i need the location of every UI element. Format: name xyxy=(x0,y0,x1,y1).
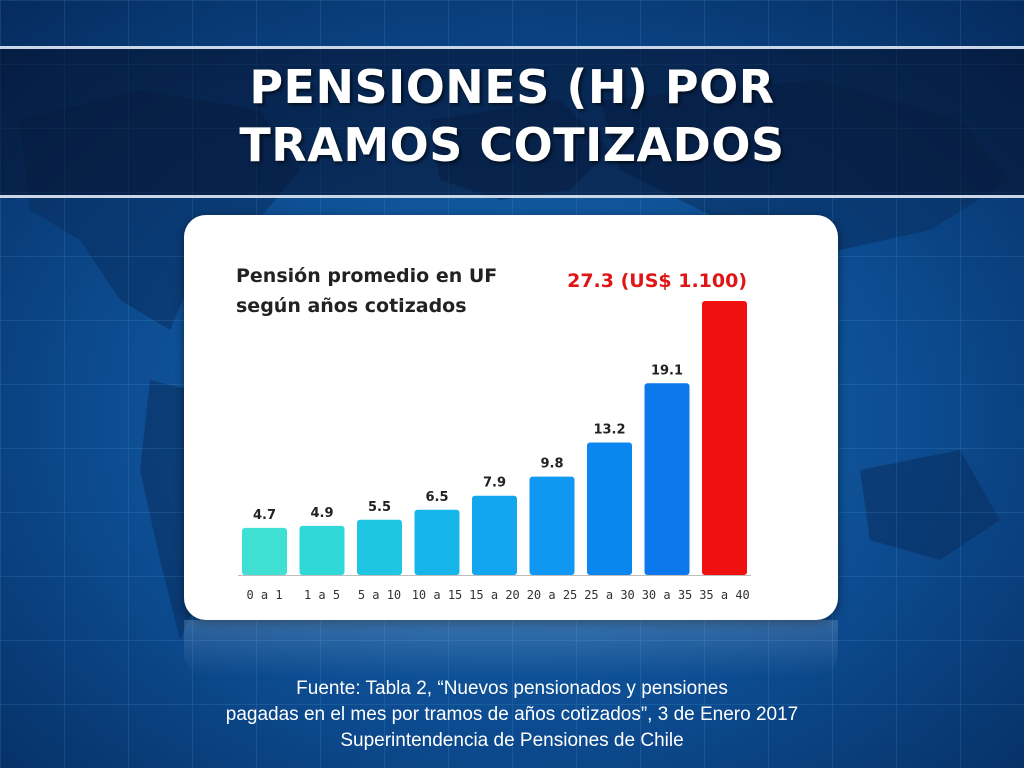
tick-label-5-a-10: 5 a 10 xyxy=(358,588,401,602)
bar-20-a-25 xyxy=(529,476,575,575)
slide-title: PENSIONES (H) POR TRAMOS COTIZADOS xyxy=(0,58,1024,174)
source-caption: Fuente: Tabla 2, “Nuevos pensionados y p… xyxy=(112,676,912,754)
bar-0-a-1 xyxy=(242,527,287,575)
bar-30-a-35 xyxy=(644,383,690,575)
tick-label-1-a-5: 1 a 5 xyxy=(304,588,340,602)
chart-card: Pensión promedio en UF según años cotiza… xyxy=(184,215,838,620)
tick-label-10-a-15: 10 a 15 xyxy=(412,588,463,602)
source-line-2: pagadas en el mes por tramos de años cot… xyxy=(225,704,799,725)
title-band xyxy=(0,46,1024,198)
tick-label-35-a-40: 35 a 40 xyxy=(699,588,750,602)
tick-label-15-a-20: 15 a 20 xyxy=(469,588,520,602)
chart-title-line-1: Pensión promedio en UF xyxy=(236,265,498,287)
bar-15-a-20 xyxy=(472,495,517,575)
bar-25-a-30 xyxy=(587,442,632,575)
chart-title: Pensión promedio en UF según años cotiza… xyxy=(236,261,536,321)
data-label-1-a-5: 4.9 xyxy=(310,506,333,521)
source-line-1: Fuente: Tabla 2, “Nuevos pensionados y p… xyxy=(296,678,728,699)
bar-chart: 4.7 0 a 1 4.9 1 a 5 5.5 5 a 10 6.5 10 a 15 7.9 15… xyxy=(238,270,751,602)
bar-5-a-10 xyxy=(357,519,402,575)
title-divider-bottom xyxy=(0,195,1024,198)
data-label-5-a-10: 5.5 xyxy=(368,500,391,515)
tick-label-25-a-30: 25 a 30 xyxy=(584,588,635,602)
bar-1-a-5 xyxy=(299,525,345,575)
tick-label-30-a-35: 30 a 35 xyxy=(642,588,693,602)
data-label-15-a-20: 7.9 xyxy=(483,476,506,491)
slide-title-line-1: PENSIONES (H) POR xyxy=(249,60,775,114)
data-label-35-a-40: 27.3 (US$ 1.100) xyxy=(567,270,747,292)
slide-title-line-2: TRAMOS COTIZADOS xyxy=(239,118,785,172)
data-label-20-a-25: 9.8 xyxy=(540,457,563,472)
bar-35-a-40 xyxy=(702,301,747,575)
source-line-3: Superintendencia de Pensiones de Chile xyxy=(340,730,684,751)
data-label-0-a-1: 4.7 xyxy=(253,508,276,523)
tick-label-20-a-25: 20 a 25 xyxy=(527,588,578,602)
bar-10-a-15 xyxy=(414,509,460,575)
data-label-30-a-35: 19.1 xyxy=(651,363,683,378)
tick-label-0-a-1: 0 a 1 xyxy=(246,588,282,602)
title-divider-top xyxy=(0,46,1024,49)
card-reflection xyxy=(184,620,838,676)
data-label-25-a-30: 13.2 xyxy=(593,423,625,438)
data-label-10-a-15: 6.5 xyxy=(425,490,448,505)
chart-title-line-2: según años cotizados xyxy=(236,295,467,317)
